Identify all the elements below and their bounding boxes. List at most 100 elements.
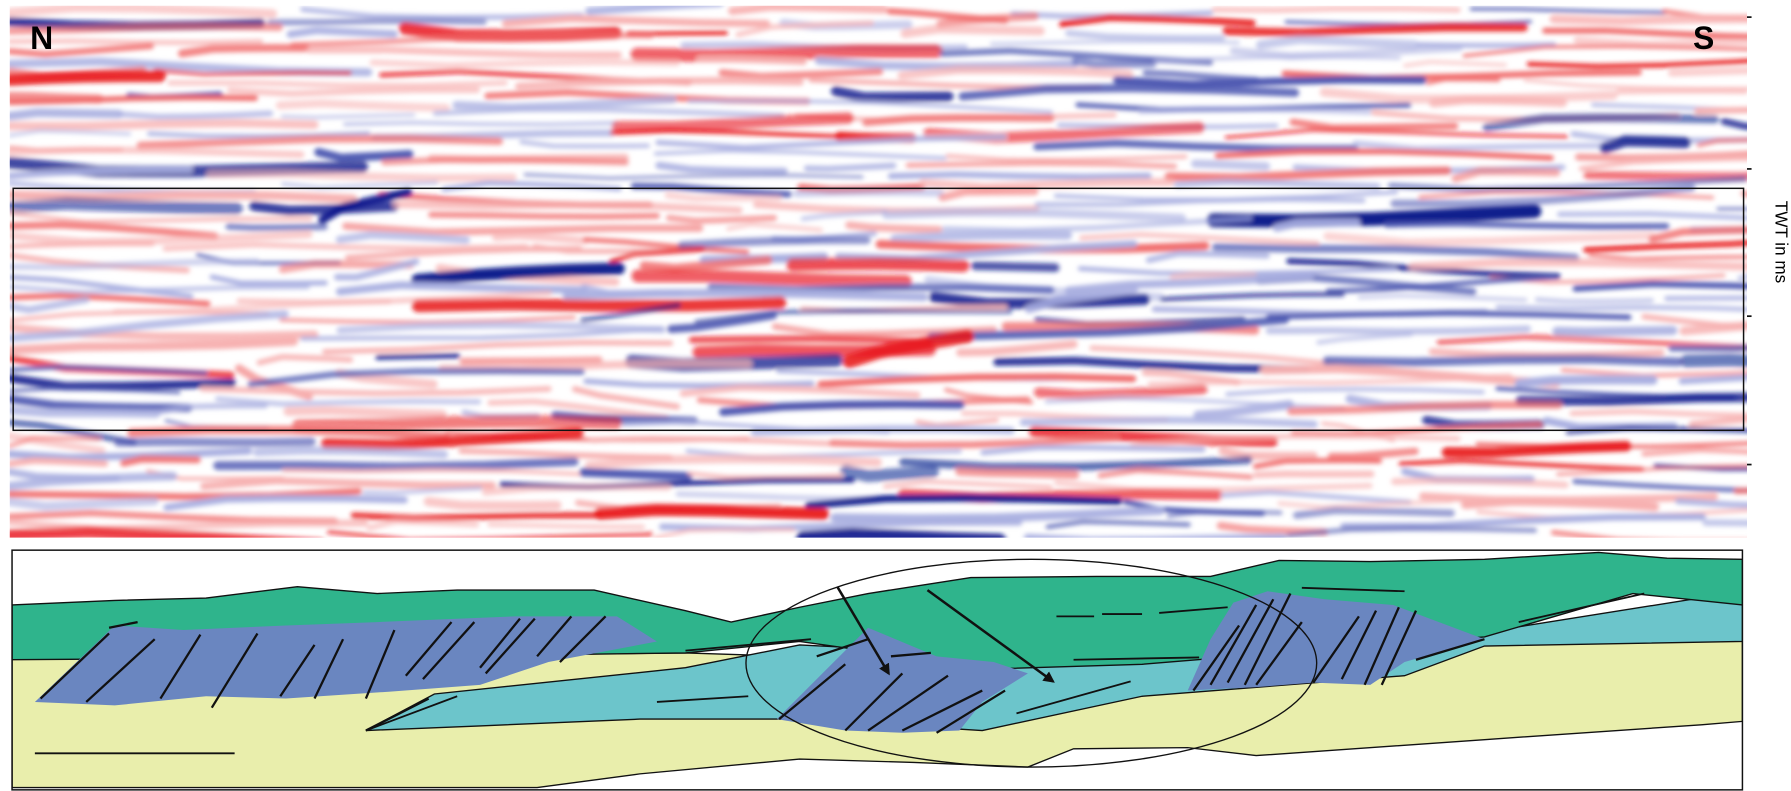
reflection — [496, 236, 585, 241]
reflection — [1618, 91, 1745, 92]
reflection — [354, 515, 598, 518]
reflection — [1465, 501, 1655, 506]
reflection — [692, 339, 929, 342]
reflection — [669, 218, 774, 221]
reflection — [722, 72, 880, 77]
north-label: N — [30, 20, 53, 56]
reflection — [1177, 182, 1377, 187]
reflection — [668, 195, 779, 198]
reflection — [1395, 480, 1566, 484]
reflection — [793, 264, 963, 266]
reflection — [1413, 262, 1758, 266]
reflection — [1028, 537, 1283, 540]
reflection — [257, 451, 444, 455]
reflection — [1195, 164, 1266, 167]
reflection — [732, 7, 883, 11]
reflection — [1520, 397, 1791, 401]
interpretation — [12, 550, 1742, 790]
reflection — [905, 29, 1040, 34]
reflection — [340, 235, 467, 240]
reflection — [345, 123, 616, 125]
ticks — [1747, 17, 1752, 464]
reflection — [891, 174, 1149, 176]
reflection — [1537, 300, 1651, 302]
reflection — [288, 411, 442, 415]
reflection — [584, 472, 688, 476]
reflection — [1432, 351, 1661, 355]
reflection — [1578, 40, 1791, 44]
seismic-section — [10, 3, 1791, 545]
reflection — [10, 461, 105, 464]
reflection — [1706, 523, 1791, 526]
reflection — [1327, 359, 1678, 362]
reflection — [803, 535, 999, 541]
reflection — [959, 472, 1075, 475]
reflection — [1697, 108, 1791, 113]
reflection — [10, 150, 301, 155]
reflection — [846, 471, 933, 476]
reflection — [121, 113, 270, 116]
reflection — [431, 215, 657, 217]
reflection — [895, 235, 1068, 239]
reflection — [797, 192, 940, 193]
reflection — [1737, 487, 1791, 491]
reflection — [1076, 61, 1152, 64]
reflection — [1269, 329, 1528, 332]
reflection — [10, 113, 119, 116]
reflection — [299, 421, 616, 425]
reflection — [600, 510, 823, 514]
reflection — [1387, 224, 1666, 227]
reflection — [318, 152, 409, 158]
reflection — [290, 30, 394, 34]
reflection — [283, 115, 414, 118]
reflection — [490, 524, 643, 526]
reflection — [10, 76, 160, 80]
reflection — [1519, 380, 1653, 384]
reflection — [1605, 141, 1685, 148]
reflection — [1672, 70, 1791, 75]
reflection — [567, 293, 924, 297]
reflection — [1557, 330, 1673, 331]
reflection — [254, 206, 394, 210]
reflection — [1554, 19, 1791, 22]
reflection — [1687, 360, 1791, 365]
reflection — [1256, 474, 1371, 475]
reflection — [463, 360, 599, 361]
reflection — [1434, 100, 1563, 104]
figure: N S TWT in ms — [0, 0, 1791, 791]
reflection — [373, 62, 677, 65]
reflection — [170, 83, 505, 86]
reflection — [638, 276, 905, 282]
reflection — [378, 356, 458, 358]
reflection — [975, 266, 1055, 268]
reflection — [124, 459, 198, 463]
reflection — [118, 442, 311, 443]
reflection — [428, 502, 557, 506]
reflection — [210, 174, 512, 178]
reflection — [270, 21, 483, 23]
reflection — [10, 123, 315, 126]
reflection — [10, 410, 156, 413]
reflection — [229, 227, 325, 228]
reflection — [384, 160, 625, 163]
reflection — [10, 501, 155, 506]
reflection — [836, 91, 948, 97]
reflection — [346, 226, 700, 232]
reflection — [1039, 389, 1203, 395]
reflection — [418, 302, 780, 306]
reflection — [807, 166, 894, 169]
reflection — [637, 51, 936, 55]
reflection — [849, 225, 939, 229]
page: {"labels": {"north": "N", "south": "S", … — [0, 0, 1791, 791]
south-label: S — [1693, 20, 1714, 56]
reflection — [1023, 420, 1314, 424]
reflection — [1141, 109, 1370, 112]
reflection — [10, 204, 237, 209]
reflection — [1215, 9, 1458, 11]
reflection — [1684, 325, 1791, 331]
reflection — [1260, 40, 1414, 45]
reflection — [923, 182, 1170, 187]
reflection — [280, 103, 446, 108]
reflection — [1297, 510, 1452, 515]
reflection — [204, 481, 492, 487]
